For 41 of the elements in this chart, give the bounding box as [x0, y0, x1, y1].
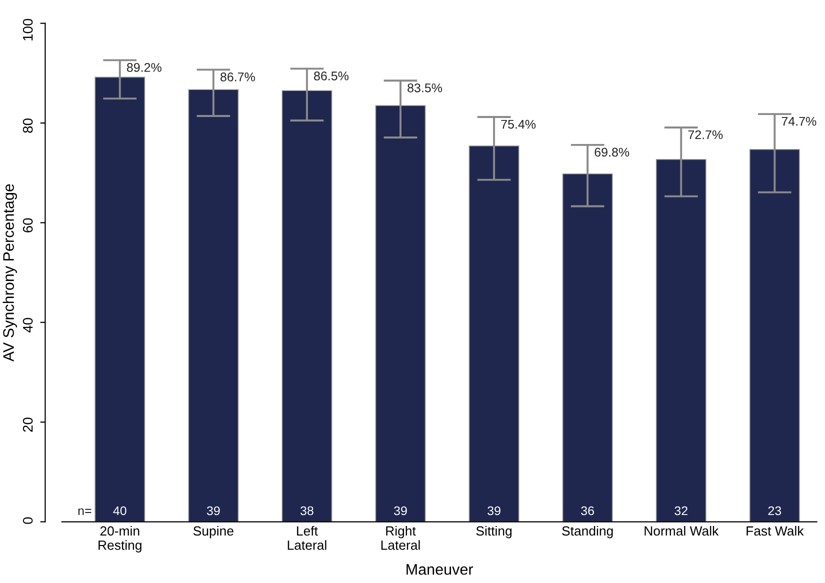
annotation: 32 [674, 506, 688, 516]
data-label: 75.4% [501, 120, 536, 129]
data-label: 86.7% [220, 72, 255, 82]
annotation: 39 [488, 506, 500, 516]
annotation: n= [78, 508, 92, 516]
y-tick-label: 0 [22, 517, 33, 524]
annotation: 36 [581, 506, 594, 516]
data-label: 72.7% [688, 130, 723, 140]
bar [94, 76, 146, 522]
x-tick-label: Supine [193, 526, 234, 538]
x-tick-label: Normal Walk [644, 526, 719, 536]
bar [188, 89, 239, 522]
bar [562, 173, 613, 522]
data-label: 86.5% [314, 72, 348, 80]
annotation: 23 [768, 506, 782, 516]
data-label: 74.7% [782, 116, 816, 126]
x-tick-label: Standing [562, 526, 613, 538]
x-tick-label: Left Lateral [288, 526, 326, 550]
data-label: 89.2% [126, 63, 162, 72]
x-tick-label: Fast Walk [746, 526, 804, 536]
y-tick-label: 20 [22, 418, 33, 432]
x-tick-label: Sitting [476, 526, 512, 538]
x-axis-title: Maneuver [406, 564, 474, 575]
data-label: 69.8% [594, 148, 630, 157]
data-label: 83.5% [408, 83, 442, 92]
bar [468, 146, 520, 522]
y-tick-label: 60 [22, 218, 33, 232]
y-tick-label: 80 [22, 118, 33, 133]
bar [749, 149, 800, 522]
annotation: 39 [394, 506, 407, 516]
bar [656, 158, 706, 522]
annotation: 38 [300, 506, 314, 516]
bar [375, 105, 426, 522]
annotation: 40 [113, 506, 126, 516]
x-tick-label: 20-min Resting [98, 526, 142, 552]
bar [282, 90, 332, 522]
y-tick-label: 100 [22, 18, 33, 40]
y-tick-label: 40 [22, 318, 33, 332]
annotation: 39 [206, 506, 220, 516]
x-tick-label: Right Lateral [381, 526, 420, 550]
y-axis-title: AV Synchrony Percentage [2, 184, 17, 362]
